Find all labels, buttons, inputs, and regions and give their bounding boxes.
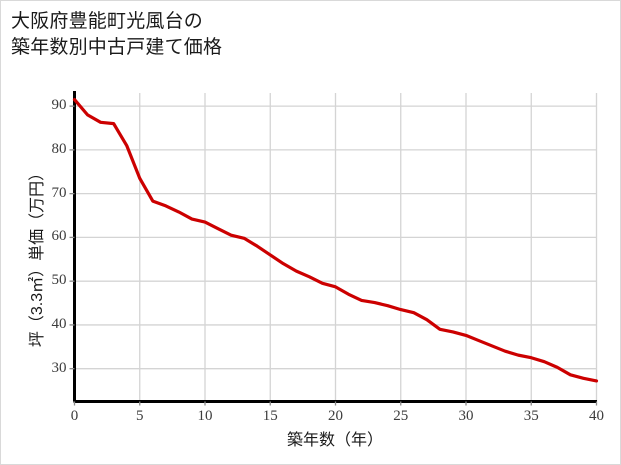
x-tick-label: 25 [393, 407, 409, 424]
y-tick-label: 50 [51, 272, 67, 289]
y-tick-label: 30 [51, 359, 67, 376]
chart-title: 大阪府豊能町光風台の 築年数別中古戸建て価格 [11, 11, 223, 58]
x-tick-label: 15 [262, 407, 278, 424]
x-axis-title: 築年数（年） [286, 432, 383, 449]
x-tick-label: 35 [523, 407, 539, 424]
y-axis-title: 坪（3.3㎡）単価（万円） [29, 164, 46, 348]
y-tick-label: 70 [51, 184, 67, 201]
y-tick-label: 60 [51, 228, 67, 245]
grid-lines [74, 93, 598, 402]
y-tick-label: 80 [51, 140, 67, 157]
x-tick-label: 5 [136, 407, 144, 424]
y-tick-label: 90 [51, 97, 67, 114]
data-series-line [72, 97, 599, 383]
x-tick-label: 0 [70, 407, 79, 424]
y-tick-label: 40 [51, 315, 67, 332]
x-tick-label: 30 [458, 407, 474, 424]
x-tick-label: 20 [328, 407, 343, 424]
x-tick-label: 40 [589, 407, 604, 424]
x-tick-label: 10 [197, 407, 213, 424]
tick-marks [69, 105, 598, 406]
